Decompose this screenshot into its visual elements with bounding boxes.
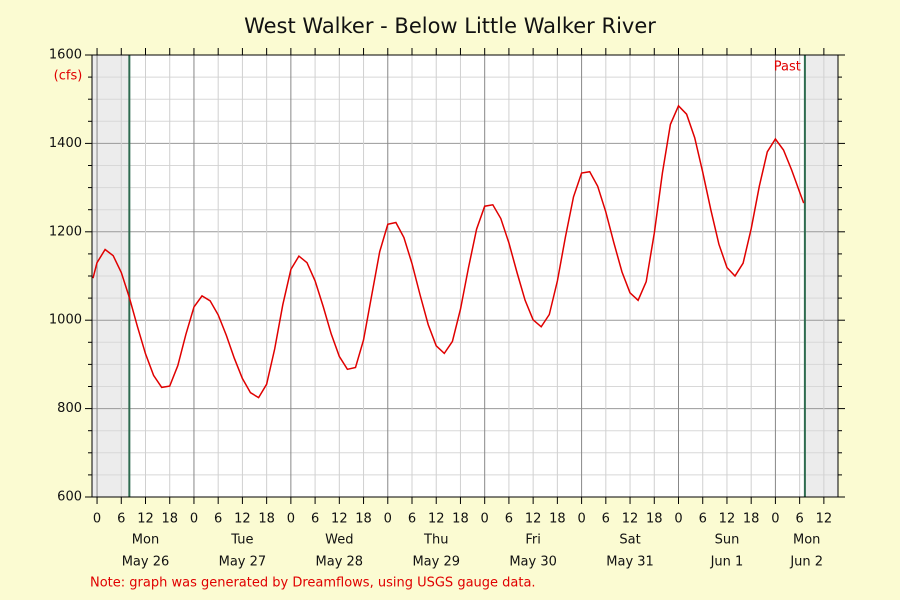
date-label: May 31	[606, 555, 654, 570]
x-tick-label: 18	[646, 512, 663, 527]
day-label: Mon	[793, 533, 820, 548]
x-tick-label: 18	[549, 512, 566, 527]
x-tick-label: 0	[674, 512, 682, 527]
x-tick-label: 12	[137, 512, 154, 527]
x-tick-label: 0	[771, 512, 779, 527]
day-label: Sun	[715, 533, 740, 548]
footnote: Note: graph was generated by Dreamflows,…	[90, 576, 536, 591]
y-unit-label: (cfs)	[54, 69, 83, 84]
day-label: Thu	[423, 533, 448, 548]
y-tick-label: 600	[57, 490, 82, 505]
x-tick-label: 18	[161, 512, 178, 527]
chart-title: West Walker - Below Little Walker River	[244, 14, 656, 38]
y-tick-label: 1000	[49, 313, 82, 328]
x-tick-label: 6	[117, 512, 125, 527]
x-tick-label: 18	[452, 512, 469, 527]
x-tick-label: 6	[602, 512, 610, 527]
date-label: May 26	[122, 555, 170, 570]
x-tick-label: 12	[816, 512, 833, 527]
day-label: Mon	[132, 533, 159, 548]
x-tick-label: 0	[481, 512, 489, 527]
x-tick-label: 18	[355, 512, 372, 527]
x-tick-label: 12	[331, 512, 348, 527]
x-tick-label: 6	[311, 512, 319, 527]
x-tick-label: 6	[795, 512, 803, 527]
day-label: Sat	[619, 533, 640, 548]
date-label: Jun 1	[710, 555, 744, 570]
x-tick-label: 12	[525, 512, 542, 527]
past-label: Past	[774, 60, 801, 75]
x-tick-label: 12	[428, 512, 445, 527]
plot-frame	[91, 54, 839, 498]
x-tick-label: 18	[258, 512, 275, 527]
day-label: Wed	[325, 533, 353, 548]
date-label: May 29	[412, 555, 460, 570]
date-label: May 28	[316, 555, 364, 570]
x-tick-label: 12	[719, 512, 736, 527]
date-label: Jun 2	[789, 555, 823, 570]
x-tick-label: 0	[287, 512, 295, 527]
x-tick-label: 6	[408, 512, 416, 527]
date-label: May 30	[509, 555, 557, 570]
flow-line	[92, 104, 805, 399]
x-tick-label: 0	[384, 512, 392, 527]
day-label: Tue	[230, 533, 253, 548]
x-tick-label: 0	[93, 512, 101, 527]
x-tick-label: 0	[190, 512, 198, 527]
y-tick-label: 1400	[49, 136, 82, 151]
y-tick-label: 1600	[49, 48, 82, 63]
x-tick-label: 18	[743, 512, 760, 527]
x-tick-label: 0	[577, 512, 585, 527]
day-label: Fri	[525, 533, 541, 548]
y-tick-label: 1200	[49, 224, 82, 239]
date-label: May 27	[219, 555, 267, 570]
x-tick-label: 12	[234, 512, 251, 527]
y-tick-label: 800	[57, 401, 82, 416]
x-tick-label: 6	[214, 512, 222, 527]
x-tick-label: 6	[505, 512, 513, 527]
x-tick-label: 12	[622, 512, 639, 527]
x-tick-label: 6	[699, 512, 707, 527]
